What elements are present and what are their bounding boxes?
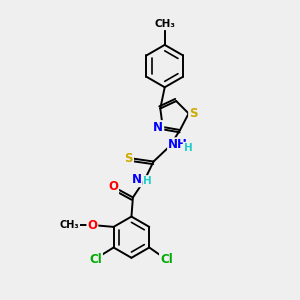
Text: H: H (184, 143, 192, 153)
Text: CH₃: CH₃ (154, 19, 175, 29)
Text: N: N (153, 121, 163, 134)
Text: NH: NH (168, 138, 188, 151)
Text: S: S (189, 107, 198, 120)
Text: CH₃: CH₃ (60, 220, 79, 230)
Text: O: O (108, 180, 118, 193)
Text: S: S (124, 152, 133, 165)
Text: Cl: Cl (160, 253, 173, 266)
Text: Cl: Cl (89, 253, 102, 266)
Text: O: O (87, 219, 98, 232)
Text: H: H (143, 176, 152, 186)
Text: N: N (131, 173, 141, 186)
